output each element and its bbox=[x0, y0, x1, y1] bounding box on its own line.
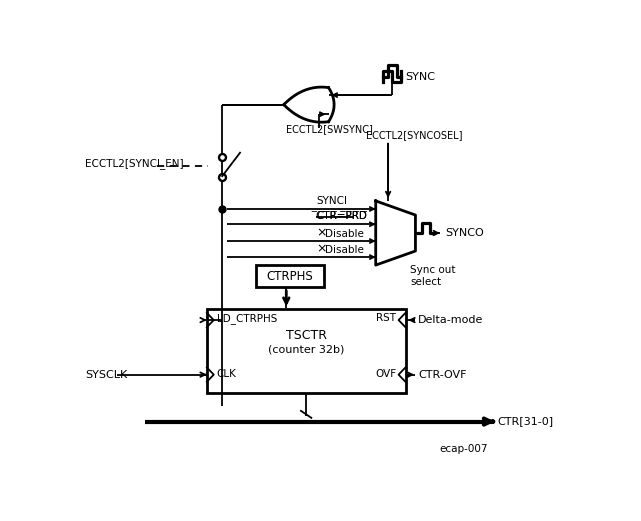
Text: CLK: CLK bbox=[217, 369, 237, 379]
Text: OVF: OVF bbox=[375, 369, 396, 379]
Text: CTR[31-0]: CTR[31-0] bbox=[497, 417, 554, 427]
Text: ×: × bbox=[317, 226, 327, 239]
Text: CTR=PRD: CTR=PRD bbox=[316, 212, 367, 221]
Text: Delta-mode: Delta-mode bbox=[418, 315, 483, 325]
Text: TSCTR: TSCTR bbox=[286, 329, 327, 342]
Text: ×: × bbox=[317, 242, 327, 255]
Text: Disable: Disable bbox=[325, 229, 364, 239]
Text: CTRPHS: CTRPHS bbox=[267, 270, 313, 283]
Text: SYNCO: SYNCO bbox=[445, 228, 484, 238]
Text: SYSCLK: SYSCLK bbox=[85, 369, 128, 380]
FancyBboxPatch shape bbox=[256, 265, 324, 287]
Text: (counter 32b): (counter 32b) bbox=[268, 344, 344, 354]
Text: ecap-007: ecap-007 bbox=[439, 444, 487, 454]
Text: SYNC: SYNC bbox=[406, 71, 435, 82]
Text: Sync out
select: Sync out select bbox=[410, 265, 456, 287]
FancyBboxPatch shape bbox=[207, 309, 406, 393]
Text: Disable: Disable bbox=[325, 245, 364, 255]
Text: ̅C̅T̅R̅=̅P̅R̅D̅: ̅C̅T̅R̅=̅P̅R̅D̅ bbox=[316, 212, 367, 221]
Text: ECCTL2[SWSYNC]: ECCTL2[SWSYNC] bbox=[287, 124, 373, 134]
Text: ECCTL2[SYNCOSEL]: ECCTL2[SYNCOSEL] bbox=[366, 130, 462, 140]
Text: CTR-OVF: CTR-OVF bbox=[418, 369, 467, 380]
Text: ECCTL2[SYNCI_EN]: ECCTL2[SYNCI_EN] bbox=[85, 158, 184, 169]
Text: SYNCI: SYNCI bbox=[316, 196, 347, 206]
Text: LD_CTRPHS: LD_CTRPHS bbox=[217, 313, 277, 324]
Text: RST: RST bbox=[376, 313, 396, 323]
